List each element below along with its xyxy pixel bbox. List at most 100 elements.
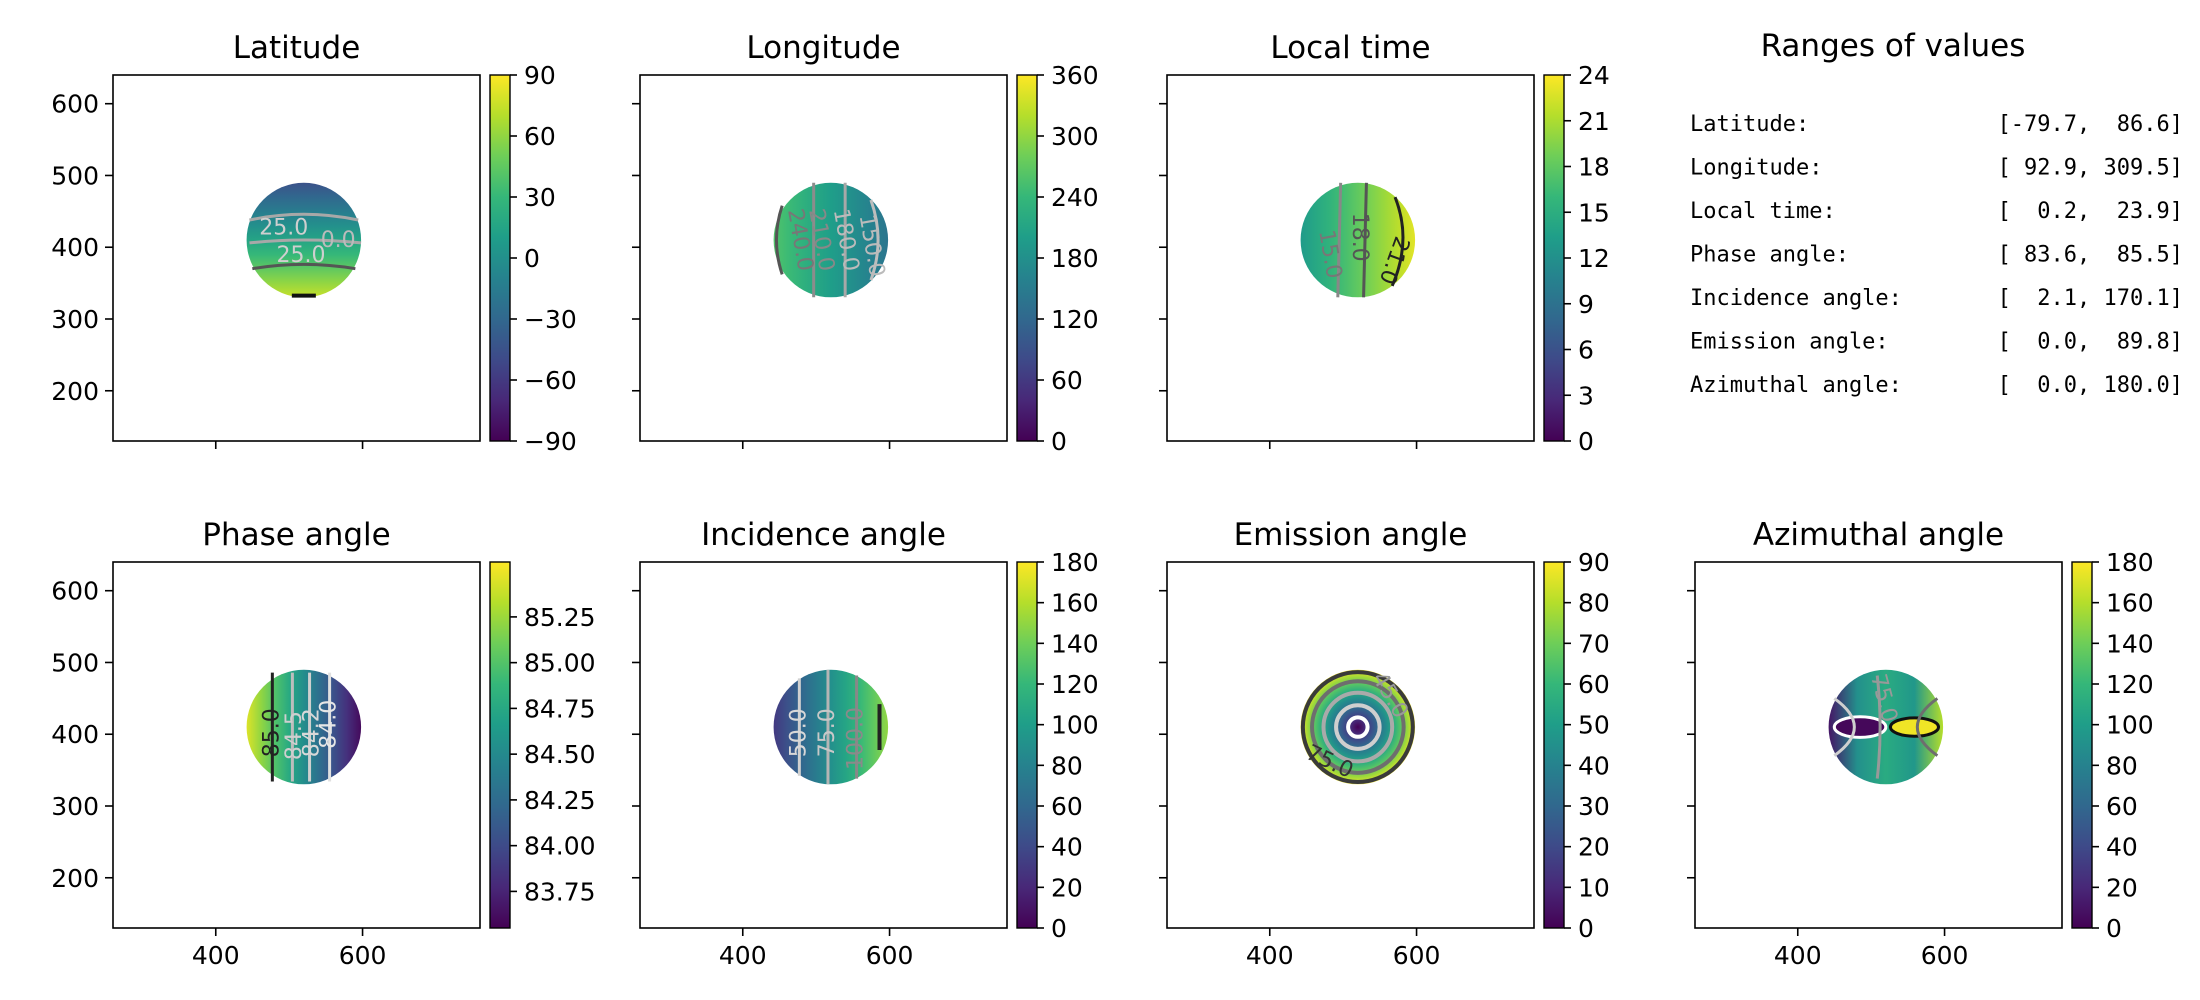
contour-line (1833, 697, 1856, 757)
range-label: Emission angle: (1690, 330, 1889, 355)
colorbar-tick-label: 0 (1578, 427, 1594, 456)
contour-label: 85.0 (259, 708, 284, 757)
panel-incidence-angle-contour-labels: 50.0 75.0 100.0 (786, 707, 868, 770)
colorbar-tick-label: 85.00 (524, 649, 596, 678)
colorbar-tick-label: 180 (1051, 244, 1099, 273)
colorbar-tick-label: −60 (524, 366, 577, 395)
panel-latitude-contour-labels: 25.00.025.0 (259, 216, 355, 268)
range-value: [ 0.0, 180.0] (1998, 373, 2183, 398)
contour-line (1915, 697, 1939, 757)
panel-latitude-contours (249, 212, 362, 298)
y-tick-label: 500 (51, 161, 99, 190)
panel-latitude: Latitude25.00.025.0200300400500600−90−60… (51, 30, 576, 456)
colorbar-tick-label: 30 (524, 183, 556, 212)
colorbar-tick-label: 120 (2106, 670, 2154, 699)
panel-latitude-title: Latitude (233, 30, 361, 66)
colorbar-tick-label: 0 (1051, 914, 1067, 943)
contour-line (1875, 675, 1882, 779)
x-tick-label: 400 (1246, 941, 1294, 970)
panel-local-time-contours (1336, 182, 1405, 298)
colorbar-tick-label: 0 (1578, 914, 1594, 943)
panel-emission-angle-contours (1300, 670, 1415, 785)
contour-label: 84.2 (299, 708, 324, 757)
panel-incidence-angle-title: Incidence angle (701, 517, 946, 553)
colorbar-bar (2071, 561, 2093, 929)
colorbar-tick-label: 6 (1578, 336, 1594, 365)
contour-line (252, 262, 356, 271)
x-tick-label: 600 (1393, 941, 1441, 970)
colorbar-tick-label: 0 (524, 244, 540, 273)
colorbar-tick-label: 60 (1578, 670, 1610, 699)
colorbar-tick-label: 240 (1051, 183, 1099, 212)
contour-label: 84.5 (282, 711, 307, 760)
ranges-rows: Latitude: [-79.7, 86.6] Longitude: [ 92.9, … (1690, 112, 2183, 398)
contour-line (1336, 182, 1343, 298)
colorbar-tick-label: 84.25 (524, 786, 596, 815)
panel-phase-angle-colorbar: 83.75 84.00 84.25 84.50 84.75 85.00 85.25 (489, 561, 596, 929)
colorbar-tick-label: 83.75 (524, 877, 596, 906)
panel-phase-angle-title: Phase angle (202, 517, 390, 553)
panel-longitude-x-axis (741, 441, 891, 449)
colorbar-tick-label: 3 (1578, 381, 1594, 410)
colorbar-tick-label: 300 (1051, 122, 1099, 151)
panel-azimuthal-angle-contours (1832, 675, 1941, 779)
contour-ring (1300, 670, 1415, 785)
y-tick-label: 300 (51, 305, 99, 334)
contour-label: 75.0 (815, 708, 840, 757)
contour-line (1362, 182, 1368, 298)
panel-incidence-angle-colorbar: 0 20 40 60 80 100 120 140 160 180 (1016, 548, 1099, 943)
colorbar-tick-label: 15 (1578, 198, 1610, 227)
panel-local-time-y-axis (1159, 102, 1167, 392)
y-tick-label: 200 (51, 377, 99, 406)
range-value: [ 0.0, 89.8] (1998, 330, 2183, 355)
colorbar-tick-label: 60 (524, 122, 556, 151)
colorbar-tick-label: 100 (2106, 711, 2154, 740)
panel-latitude-y-axis: 200 300 400 500 600 (51, 90, 113, 406)
colorbar-tick-label: 360 (1051, 61, 1099, 90)
panel-latitude-colorbar: −90 −60 −30 0 30 60 90 (489, 61, 577, 456)
panel-longitude-contours (775, 182, 880, 298)
contour-ring (1334, 703, 1382, 751)
panels: Latitude25.00.025.0200300400500600−90−60… (51, 30, 2153, 970)
range-label: Longitude: (1690, 156, 1822, 181)
colorbar-tick-label: 84.50 (524, 740, 596, 769)
panel-emission-angle-y-axis (1159, 589, 1167, 879)
contour-label: 100.0 (844, 707, 869, 770)
panel-phase-angle-contour-labels: 85.084.584.284.0 (259, 700, 341, 760)
y-tick-label: 400 (51, 720, 99, 749)
contour-line (249, 238, 362, 245)
colorbar-tick-label: 120 (1051, 305, 1099, 334)
y-tick-label: 600 (51, 577, 99, 606)
panel-azimuthal-angle-x-axis: 400 600 (1774, 928, 1968, 970)
colorbar-tick-label: 100 (1051, 711, 1099, 740)
colorbar-tick-label: 70 (1578, 629, 1610, 658)
panel-azimuthal-angle-title: Azimuthal angle (1753, 517, 2004, 553)
colorbar-bar (1543, 561, 1565, 929)
panel-longitude-colorbar: 0 60 120 180 240 300 360 (1016, 61, 1099, 456)
colorbar-tick-label: 140 (1051, 629, 1099, 658)
panel-longitude-title: Longitude (746, 30, 900, 66)
panel-incidence-angle: Incidence angle 50.0 75.0 100.0 400 600 0 20 40 6… (632, 517, 1099, 970)
colorbar-bar (1016, 74, 1038, 442)
colorbar-tick-label: 20 (1578, 833, 1610, 862)
panel-phase-angle-contours (270, 672, 332, 782)
contour-label: 18.0 (1347, 213, 1372, 262)
colorbar-tick-label: 21 (1578, 107, 1610, 136)
panel-phase-angle: Phase angle 85.084.584.284.0 400 600 200 300 4… (51, 517, 595, 970)
colorbar-tick-label: 180 (2106, 548, 2154, 577)
panel-emission-angle-colorbar: 0 10 20 30 40 50 60 70 80 90 (1543, 548, 1610, 943)
colorbar-tick-label: 84.75 (524, 694, 596, 723)
panel-incidence-angle-contours (797, 669, 882, 785)
contour-line (869, 199, 880, 281)
contour-label: 50.0 (786, 708, 811, 757)
colorbar-tick-label: 60 (2106, 792, 2138, 821)
colorbar-tick-label: 24 (1578, 61, 1610, 90)
panel-emission-angle-title: Emission angle (1234, 517, 1468, 553)
colorbar-tick-label: 20 (2106, 873, 2138, 902)
colorbar-tick-label: 80 (1578, 589, 1610, 618)
panel-incidence-angle-y-axis (632, 589, 640, 879)
